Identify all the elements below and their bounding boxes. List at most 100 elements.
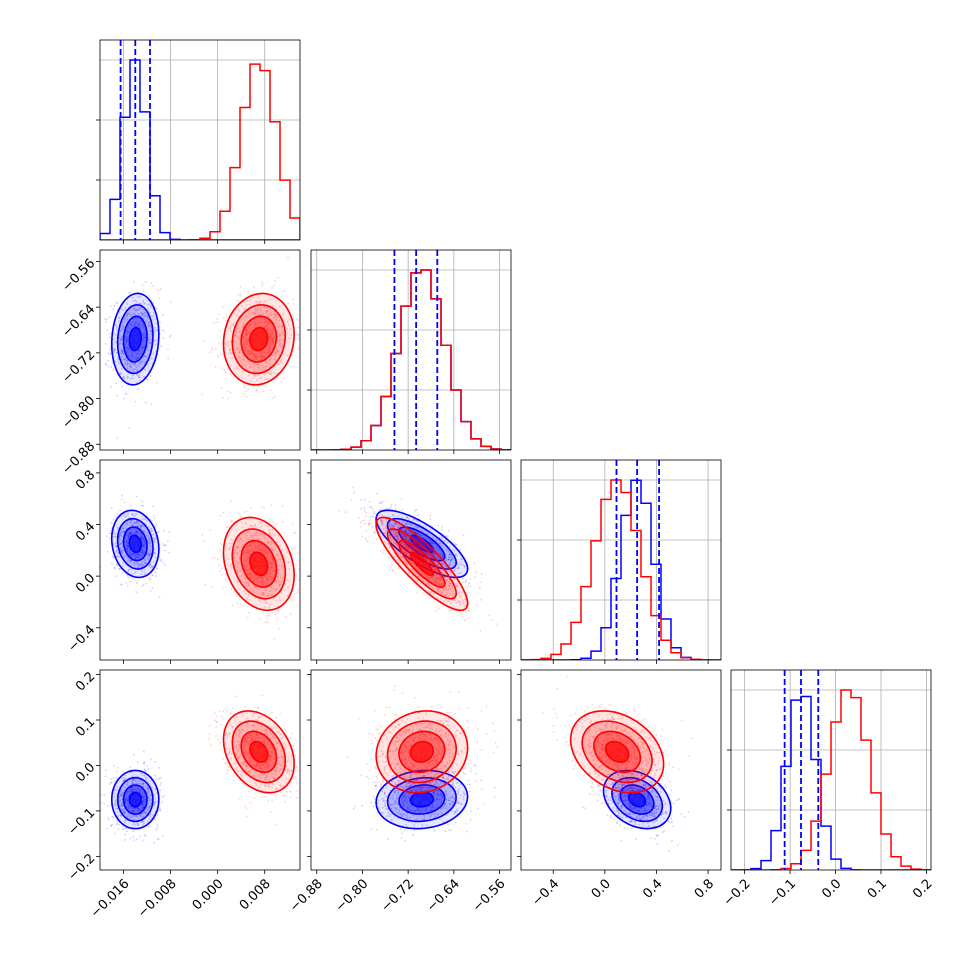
scatter-point	[397, 566, 400, 568]
scatter-point	[129, 377, 132, 380]
scatter-point	[163, 795, 166, 797]
scatter-point	[392, 544, 395, 547]
scatter-point	[149, 552, 152, 555]
scatter-point	[411, 548, 414, 550]
scatter-point	[149, 342, 151, 344]
scatter-point	[448, 564, 451, 567]
scatter-point	[281, 362, 284, 365]
scatter-point	[279, 584, 281, 586]
scatter-point	[126, 544, 129, 547]
scatter-point	[275, 358, 277, 361]
scatter-point	[277, 564, 280, 567]
scatter-point	[268, 590, 271, 593]
scatter-point	[442, 589, 445, 591]
scatter-point	[249, 572, 252, 574]
scatter-point	[244, 552, 247, 555]
scatter-point	[402, 560, 405, 562]
scatter-point	[123, 821, 126, 824]
scatter-point	[154, 818, 156, 820]
scatter-point	[373, 530, 376, 533]
scatter-point	[280, 359, 282, 361]
scatter-point	[127, 545, 129, 548]
scatter-point	[440, 598, 442, 601]
scatter-point	[243, 511, 246, 513]
scatter-point	[262, 577, 265, 579]
scatter-point	[167, 348, 169, 351]
scatter-point	[136, 531, 139, 534]
scatter-point	[126, 585, 129, 587]
scatter-point	[249, 331, 252, 333]
scatter-point	[427, 552, 429, 555]
scatter-point	[136, 352, 139, 355]
scatter-point	[295, 584, 297, 587]
scatter-point	[270, 567, 273, 569]
scatter-point	[253, 374, 256, 376]
scatter-point	[129, 837, 132, 840]
scatter-point	[247, 333, 250, 335]
scatter-point	[404, 548, 407, 550]
scatter-point	[268, 337, 271, 340]
scatter-point	[143, 345, 146, 348]
scatter-point	[432, 592, 435, 595]
scatter-point	[114, 301, 117, 304]
scatter-point	[462, 534, 465, 537]
scatter-point	[407, 531, 410, 534]
scatter-point	[121, 551, 124, 554]
scatter-point	[260, 525, 263, 527]
scatter-point	[122, 808, 125, 811]
scatter-point	[434, 571, 437, 574]
scatter-point	[386, 529, 389, 531]
scatter-point	[148, 554, 150, 556]
scatter-point	[448, 581, 450, 583]
scatter-point	[246, 548, 249, 551]
scatter-point	[122, 324, 125, 327]
scatter-point	[143, 551, 145, 553]
scatter-point	[256, 534, 259, 537]
scatter-point	[134, 356, 137, 359]
scatter-point	[149, 564, 152, 567]
scatter-point	[128, 532, 131, 534]
scatter-point	[141, 565, 144, 568]
scatter-point	[381, 500, 384, 503]
scatter-point	[242, 354, 245, 356]
scatter-point	[271, 557, 274, 560]
scatter-point	[266, 555, 269, 558]
scatter-point	[388, 568, 391, 571]
scatter-point	[268, 572, 270, 574]
scatter-point	[154, 797, 157, 800]
scatter-point	[117, 767, 119, 769]
scatter-point	[141, 549, 143, 551]
scatter-point	[271, 332, 274, 334]
scatter-point	[145, 778, 148, 781]
scatter-point	[451, 609, 453, 612]
scatter-point	[267, 549, 269, 552]
scatter-point	[402, 535, 404, 538]
scatter-point	[127, 312, 130, 315]
scatter-point	[110, 507, 113, 509]
scatter-point	[237, 293, 239, 296]
scatter-point	[252, 603, 254, 606]
scatter-point	[125, 339, 128, 342]
scatter-point	[217, 356, 220, 358]
scatter-point	[236, 546, 239, 548]
scatter-point	[154, 788, 157, 791]
scatter-point	[143, 769, 146, 772]
scatter-point	[140, 312, 143, 315]
scatter-point	[248, 345, 251, 348]
scatter-point	[118, 534, 121, 536]
scatter-point	[244, 315, 247, 318]
scatter-point	[116, 513, 119, 516]
scatter-point	[126, 330, 128, 332]
scatter-point	[118, 567, 121, 570]
scatter-point	[121, 770, 124, 773]
scatter-point	[427, 532, 430, 535]
scatter-point	[133, 572, 136, 575]
scatter-point	[405, 561, 407, 564]
scatter-point	[143, 375, 146, 378]
scatter-point	[296, 551, 299, 554]
scatter-point	[141, 313, 144, 315]
scatter-point	[149, 552, 152, 555]
scatter-point	[297, 559, 300, 561]
scatter-point	[441, 528, 443, 531]
scatter-point	[148, 339, 150, 342]
